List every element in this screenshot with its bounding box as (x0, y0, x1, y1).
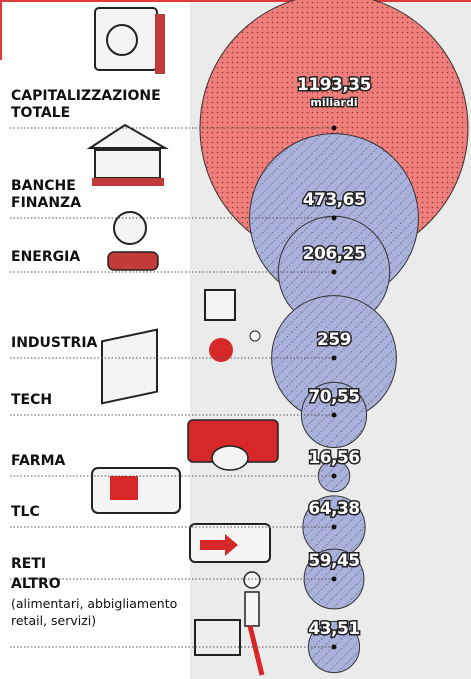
center-dot (331, 473, 337, 479)
value-label: 59,45 (308, 551, 359, 571)
unit-label: miliardi (310, 96, 357, 109)
value-label: 70,55 (308, 387, 359, 407)
icon-tablet (91, 467, 181, 514)
category-label: ALTRO (11, 576, 61, 592)
category-label: FARMA (11, 453, 66, 469)
center-dot (331, 355, 337, 361)
category-label: RETI (11, 556, 47, 572)
value-label: 473,65 (303, 190, 366, 210)
category-label: BANCHE FINANZA (11, 178, 82, 211)
category-label: CAPITALIZZAZIONE TOTALE (11, 88, 161, 121)
icon-safe (94, 7, 165, 74)
value-label: 64,38 (308, 499, 359, 519)
category-label: ENERGIA (11, 249, 81, 265)
category-label: TLC (11, 504, 40, 520)
center-dot (331, 125, 337, 131)
icon-socket (189, 523, 271, 563)
icon-bulb (107, 211, 159, 271)
center-dot (331, 269, 337, 275)
value-label: 16,56 (308, 448, 359, 468)
icon-monitor (101, 328, 158, 405)
category-note: (alimentari, abbigliamento retail, servi… (11, 596, 178, 628)
center-dot (331, 215, 337, 221)
icon-robot (204, 289, 261, 362)
center-dot (331, 576, 337, 582)
center-dot (331, 524, 337, 530)
icon-pills (187, 419, 279, 471)
value-label: 206,25 (303, 244, 366, 264)
value-label: 259 (317, 330, 351, 350)
center-dot (331, 644, 337, 650)
center-dot (331, 412, 337, 418)
value-label: 1193,35 (297, 75, 371, 95)
category-label: TECH (11, 392, 53, 408)
value-label: 43,51 (308, 619, 359, 639)
category-label: INDUSTRIA (11, 335, 98, 351)
icon-bank (86, 123, 169, 186)
icon-shopper (194, 571, 265, 676)
